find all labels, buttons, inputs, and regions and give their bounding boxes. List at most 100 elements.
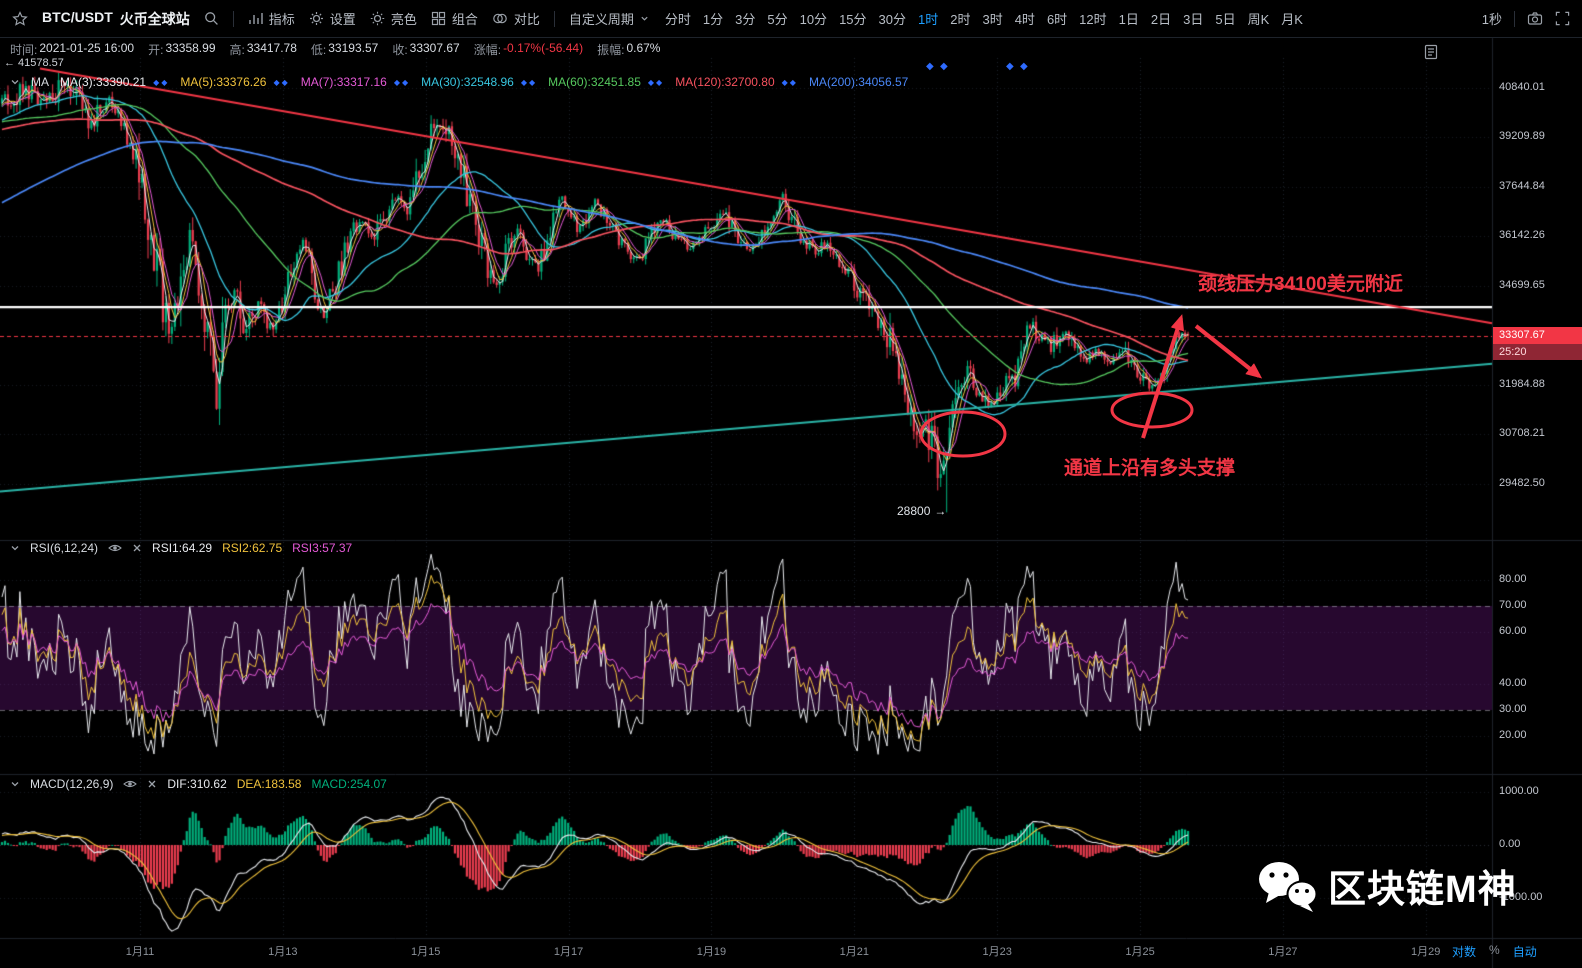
menu-indicators[interactable]: 指标 [248, 9, 295, 28]
price-axis-label: 36142.26 [1499, 229, 1545, 242]
period-tab[interactable]: 12时 [1079, 12, 1107, 27]
period-tab[interactable]: 周K [1247, 12, 1270, 27]
price-axis[interactable]: 33307.67 25:20 40840.01 39209.89 37644.84 3… [1493, 0, 1582, 968]
menu-compare[interactable]: 对比 [492, 9, 540, 28]
ma-title: MA [31, 75, 49, 89]
period-tab[interactable]: 3日 [1183, 12, 1204, 27]
marker-diamond-icon[interactable]: ◆ [1006, 61, 1014, 72]
info-field: 时间: 2021-01-25 16:00 [10, 41, 135, 57]
time-axis-label: 1月23 [982, 946, 1012, 958]
rsi-axis-label: 60.00 [1499, 625, 1527, 637]
ma-value: MA(5):33376.26 ◆◆ [180, 75, 290, 89]
notes-icon[interactable] [1424, 44, 1438, 63]
time-axis-label: 1月29 [1411, 946, 1441, 958]
marker-diamond-icon[interactable]: ◆ [1020, 61, 1028, 72]
rsi-value: RSI1:64.29 [152, 541, 213, 555]
last-price-badge: 33307.67 [1493, 326, 1582, 344]
time-axis-label: 1月11 [125, 946, 155, 958]
time-axis-label: 1月15 [411, 946, 441, 958]
macd-value: DEA:183.58 [236, 777, 302, 791]
price-axis-label: 31984.88 [1499, 377, 1545, 390]
fullscreen-icon[interactable] [1555, 11, 1570, 26]
exchange: 火币全球站 [119, 10, 190, 27]
ma-value: MA(30):32548.96 ◆◆ [421, 75, 538, 89]
rsi-value: RSI3:57.37 [292, 541, 353, 555]
divider [1514, 10, 1515, 27]
time-axis-label: 1月25 [1125, 946, 1155, 958]
price-axis-label: 29482.50 [1499, 476, 1545, 489]
close-icon[interactable] [132, 543, 142, 553]
ma-value: MA(7):33317.16 ◆◆ [300, 75, 411, 89]
search-icon[interactable] [204, 11, 219, 26]
marker-diamond-icon[interactable]: ◆ [926, 61, 934, 72]
period-tab[interactable]: 5分 [767, 12, 788, 27]
period-tab[interactable]: 2日 [1150, 12, 1172, 27]
channel-support-note: 通道上沿有多头支撑 [1064, 458, 1236, 479]
price-axis-label: 40840.01 [1499, 81, 1545, 93]
candle-countdown: 25:20 [1493, 343, 1582, 360]
period-tabs: 分时 1分 3分 5分 10分 15分 30分 1时 2时 3时 4时 6时 12时 1日 2日 3日 5日 周K… [665, 9, 1303, 28]
menu-settings[interactable]: 设置 [309, 9, 356, 28]
left-arrow-icon: ← [4, 57, 15, 69]
info-field: 高: 33417.78 [229, 41, 297, 57]
divider [232, 10, 234, 27]
toolbar: BTC/USDT 火币全球站 指标 设置 亮色 组合 对比 自定义周期 [0, 0, 1582, 38]
period-tab[interactable]: 1日 [1118, 12, 1139, 27]
macd-value: DIF:310.62 [167, 777, 227, 791]
period-tab[interactable]: 3时 [982, 12, 1003, 27]
marker-diamond-icon: ◆◆ [520, 77, 538, 87]
ma-indicator-row: MA MA(3):33390.21 ◆◆ MA(5):33376.26 ◆◆ MA(… [10, 75, 908, 89]
info-field: 涨幅: -0.17%(-56.44) [473, 41, 584, 57]
period-tab[interactable]: 6时 [1046, 12, 1068, 27]
visibility-icon[interactable] [108, 541, 122, 555]
watermark-text: 区块链M神 [1328, 869, 1517, 911]
marker-diamond-icon[interactable]: ◆ [940, 61, 948, 72]
log-scale-button[interactable]: 对数 [1452, 945, 1477, 959]
close-icon[interactable] [147, 779, 157, 789]
period-tab[interactable]: 15分 [839, 12, 867, 27]
percent-scale-button[interactable]: % [1489, 943, 1500, 957]
collapse-chevron-icon[interactable] [10, 77, 20, 87]
period-tab[interactable]: 2时 [950, 12, 971, 27]
marker-diamond-icon: ◆◆ [393, 77, 411, 87]
time-axis-label: 1月17 [553, 946, 584, 958]
menu-light-theme[interactable]: 亮色 [370, 9, 417, 28]
divider [553, 10, 555, 27]
visibility-icon[interactable] [123, 777, 138, 791]
symbol: BTC/USDT [42, 8, 113, 25]
crash-low-label: 28800 → [897, 504, 947, 518]
period-tab[interactable]: 5日 [1215, 12, 1236, 27]
price-axis-label: 39209.89 [1499, 130, 1545, 143]
ohlc-info-bar: 时间: 2021-01-25 16:00 开: 33358.99 高: 33417.78 低… [10, 41, 660, 58]
period-tab[interactable]: 3分 [735, 12, 756, 27]
period-tab[interactable]: 1分 [702, 12, 724, 27]
neckline-pressure-note: 颈线压力34100美元附近 [1198, 274, 1403, 295]
period-tab[interactable]: 30分 [878, 12, 906, 27]
time-axis-label: 1月27 [1268, 946, 1298, 958]
period-tab[interactable]: 1时 [918, 12, 939, 27]
menu-layout[interactable]: 组合 [431, 9, 478, 28]
collapse-chevron-icon[interactable] [10, 543, 20, 553]
period-tab[interactable]: 4时 [1014, 12, 1035, 27]
camera-icon[interactable] [1527, 11, 1543, 26]
info-field: 低: 33193.57 [310, 41, 379, 57]
period-tab[interactable]: 分时 [664, 12, 691, 27]
period-tab[interactable]: 10分 [799, 12, 828, 27]
custom-period-dropdown[interactable]: 自定义周期 [569, 9, 649, 28]
macd-title: MACD(12,26,9) [30, 777, 114, 791]
period-tab[interactable]: 月K [1281, 12, 1303, 27]
menu-label: 亮色 [390, 12, 417, 27]
ma-value: MA(200):34056.57 [808, 75, 909, 89]
collapse-chevron-icon[interactable] [10, 779, 20, 789]
watermark: 区块链M神 [1256, 858, 1517, 913]
rsi-value: RSI2:62.75 [222, 541, 283, 555]
scale-buttons: 对数 % 自动 [1452, 943, 1537, 960]
time-axis[interactable]: 1月11 1月13 1月15 1月17 1月19 1月21 1月23 1月25 1月27 1月29 [0, 939, 1492, 961]
time-axis-label: 1月13 [268, 946, 298, 958]
favorite-star-icon[interactable] [12, 10, 28, 27]
auto-scale-button[interactable]: 自动 [1512, 945, 1537, 959]
rsi-axis-label: 30.00 [1499, 703, 1527, 715]
tick-period-button[interactable]: 1秒 [1481, 12, 1502, 27]
